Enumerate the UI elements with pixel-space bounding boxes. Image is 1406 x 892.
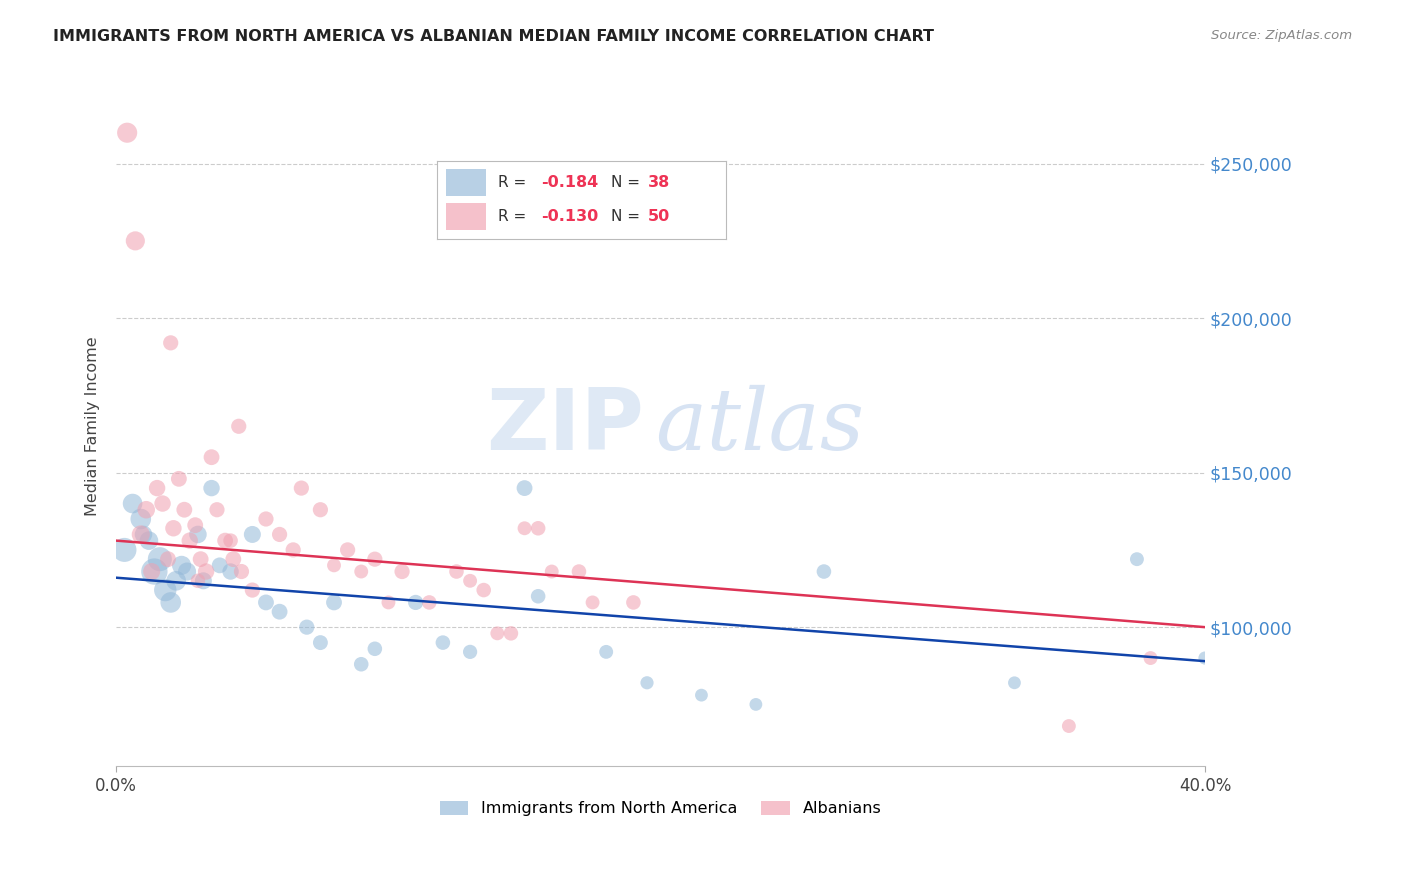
Point <box>690 688 713 702</box>
Point <box>1194 651 1216 665</box>
Point <box>472 583 495 598</box>
Point <box>527 521 550 535</box>
Point <box>446 565 468 579</box>
Point <box>141 565 163 579</box>
Point <box>219 533 242 548</box>
Point <box>813 565 835 579</box>
Y-axis label: Median Family Income: Median Family Income <box>86 336 100 516</box>
Point <box>309 502 332 516</box>
Point <box>290 481 312 495</box>
Point <box>114 542 136 557</box>
Point <box>187 574 209 588</box>
Point <box>254 595 277 609</box>
Point <box>240 583 263 598</box>
Point <box>231 565 253 579</box>
Point <box>323 558 346 573</box>
Point <box>200 450 222 465</box>
Point <box>156 552 179 566</box>
Point <box>323 595 346 609</box>
Point <box>458 645 481 659</box>
Point <box>179 533 201 548</box>
Point <box>350 565 373 579</box>
Point <box>228 419 250 434</box>
Point <box>623 595 645 609</box>
Point <box>165 574 187 588</box>
Point <box>486 626 509 640</box>
Point <box>135 502 157 516</box>
Point <box>364 641 387 656</box>
Point <box>176 565 198 579</box>
Point <box>513 521 536 535</box>
Point <box>214 533 236 548</box>
Point <box>132 527 155 541</box>
Point <box>146 481 169 495</box>
Point <box>187 527 209 541</box>
Point <box>1004 675 1026 690</box>
Point <box>595 645 617 659</box>
Text: ZIP: ZIP <box>486 384 644 467</box>
Point <box>138 533 160 548</box>
Point <box>432 635 454 649</box>
Point <box>155 583 177 598</box>
Point <box>254 512 277 526</box>
Point <box>1126 552 1149 566</box>
Point <box>636 675 658 690</box>
Point <box>1057 719 1080 733</box>
Point <box>190 552 212 566</box>
Point <box>159 335 181 350</box>
Point <box>208 558 231 573</box>
Point <box>200 481 222 495</box>
Point <box>167 472 190 486</box>
Point <box>143 565 166 579</box>
Point <box>170 558 193 573</box>
Point <box>124 234 146 248</box>
Point <box>364 552 387 566</box>
Point <box>222 552 245 566</box>
Point <box>283 542 305 557</box>
Point <box>377 595 399 609</box>
Point <box>240 527 263 541</box>
Point <box>418 595 440 609</box>
Point <box>159 595 181 609</box>
Point <box>129 512 152 526</box>
Point <box>173 502 195 516</box>
Point <box>568 565 591 579</box>
Point <box>499 626 522 640</box>
Text: atlas: atlas <box>655 385 865 467</box>
Legend: Immigrants from North America, Albanians: Immigrants from North America, Albanians <box>433 795 889 822</box>
Point <box>219 565 242 579</box>
Point <box>149 552 172 566</box>
Text: Source: ZipAtlas.com: Source: ZipAtlas.com <box>1212 29 1353 42</box>
Point <box>405 595 427 609</box>
Point <box>121 497 143 511</box>
Point <box>540 565 562 579</box>
Point <box>152 497 174 511</box>
Point <box>527 589 550 603</box>
Point <box>458 574 481 588</box>
Point <box>269 605 291 619</box>
Point <box>745 698 768 712</box>
Point <box>162 521 184 535</box>
Point <box>391 565 413 579</box>
Point <box>129 527 152 541</box>
Point <box>115 126 138 140</box>
Text: IMMIGRANTS FROM NORTH AMERICA VS ALBANIAN MEDIAN FAMILY INCOME CORRELATION CHART: IMMIGRANTS FROM NORTH AMERICA VS ALBANIA… <box>53 29 935 44</box>
Point <box>193 574 215 588</box>
Point <box>205 502 228 516</box>
Point <box>309 635 332 649</box>
Point <box>336 542 359 557</box>
Point <box>269 527 291 541</box>
Point <box>581 595 603 609</box>
Point <box>195 565 218 579</box>
Point <box>1139 651 1161 665</box>
Point <box>513 481 536 495</box>
Point <box>350 657 373 672</box>
Point <box>295 620 318 634</box>
Point <box>184 518 207 533</box>
